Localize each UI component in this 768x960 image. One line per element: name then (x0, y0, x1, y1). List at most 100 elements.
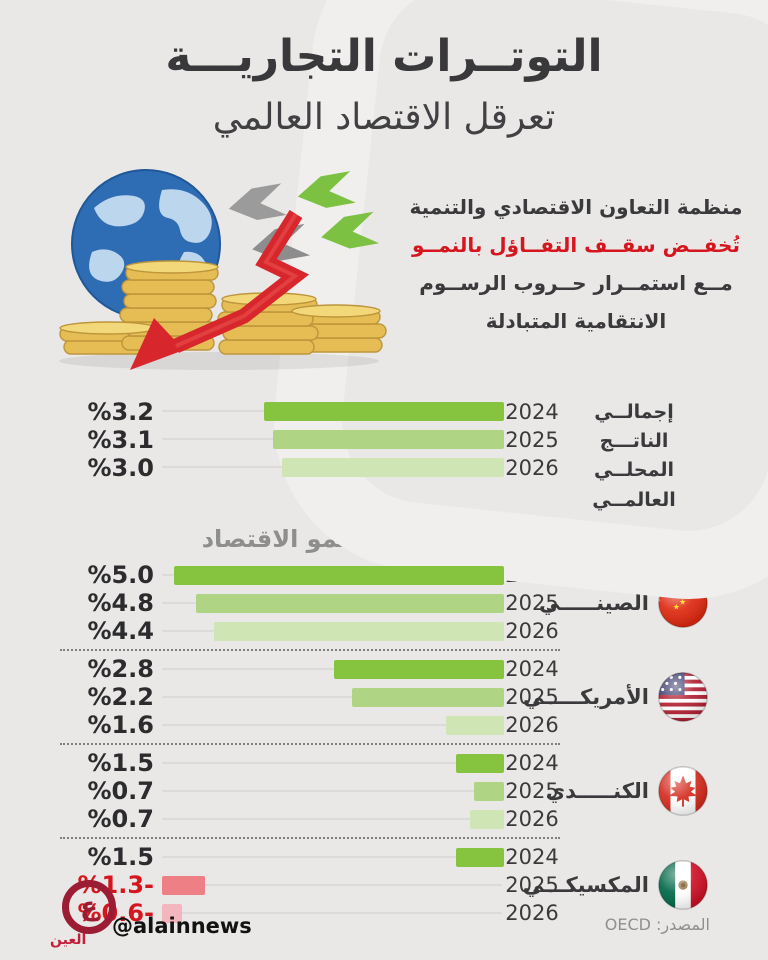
bar-row: 2025 %3.1 (60, 426, 560, 454)
chart-group: إجمالــي الناتـــج المحلــي العالمــي 202… (60, 398, 708, 516)
growth-bar (214, 621, 504, 641)
decline-chevron-icons (228, 170, 380, 261)
growth-section-heading: معدل نمو الاقتصاد (201, 525, 419, 554)
value-label: %3.1 (87, 425, 154, 454)
global-gdp-section: إجمالــي الناتـــج المحلــي العالمــي 202… (60, 398, 708, 516)
growth-bar (446, 715, 504, 735)
year-label: 2025 (505, 685, 559, 710)
mexico-flag-icon (658, 860, 708, 910)
value-label: %3.2 (87, 397, 154, 426)
page-title: التوتــرات التجاريـــة (165, 31, 603, 82)
coins-icon (59, 259, 387, 355)
growth-chart: إجمالــي الناتـــج المحلــي العالمــي 202… (0, 398, 768, 927)
growth-bar (273, 430, 504, 450)
group-side: الصينـــــي (539, 561, 708, 645)
bar-row: 2024 %1.5 (60, 749, 560, 777)
social-handle: @alainnews (112, 914, 252, 938)
year-label: 2026 (505, 807, 559, 832)
bar-row: 2024 %5.0 (60, 561, 560, 589)
group-side: الكنـــــدي (546, 749, 708, 833)
group-rows: 2024 %1.5 2025 %0.7 2026 %0.7 (60, 749, 560, 833)
intro-line-1: منظمة التعاون الاقتصادي والتنمية (409, 194, 743, 219)
growth-bar (264, 402, 504, 422)
year-label: 2025 (505, 427, 559, 452)
bar-row: 2025 %1.3- (60, 871, 560, 899)
country-label: الصينـــــي (538, 591, 649, 616)
bar-track (160, 781, 504, 801)
chart-group: الكنـــــدي 2024 %1.5 2025 %0.7 2026 %0.7 (60, 749, 708, 833)
bar-row: 2026 %1.6 (60, 711, 560, 739)
growth-bar (282, 458, 504, 478)
bar-track (160, 847, 504, 867)
bar-track (160, 593, 504, 613)
group-rows: 2024 %3.2 2025 %3.1 2026 %3.0 (60, 398, 560, 516)
value-label: %5.0 (87, 561, 154, 590)
growth-bar (162, 875, 205, 895)
bar-track (160, 430, 504, 450)
bar-track (160, 565, 504, 585)
bar-row: 2025 %4.8 (60, 589, 560, 617)
bar-row: 2024 %3.2 (60, 398, 560, 426)
year-label: 2024 (505, 845, 559, 870)
bar-track (160, 621, 504, 641)
year-label: 2026 (505, 713, 559, 738)
usa-flag-icon (658, 672, 708, 722)
value-label: %4.4 (87, 617, 154, 646)
dotted-separator (60, 837, 560, 840)
year-label: 2026 (505, 901, 559, 926)
bar-track (160, 875, 504, 895)
canada-flag-icon (658, 766, 708, 816)
alain-logo: ع العين (50, 880, 124, 948)
growth-bar (334, 659, 504, 679)
alain-logo-ring-icon: ع (62, 880, 116, 934)
shadow (59, 351, 379, 370)
value-label: %0.7 (87, 777, 154, 806)
year-label: 2025 (505, 873, 559, 898)
bar-track (160, 809, 504, 829)
bar-row: 2026 %0.7 (60, 805, 560, 833)
year-label: 2026 (505, 619, 559, 644)
bar-row: 2024 %2.8 (60, 655, 560, 683)
intro-line-4: الانتقامية المتبادلة (485, 308, 667, 333)
crash-arrow-icon (130, 209, 310, 370)
bar-row: 2026 %4.4 (60, 617, 560, 645)
country-label: الأمريكـــــي (522, 685, 649, 710)
alain-logo-name: العين (50, 932, 87, 948)
value-label: %2.8 (87, 655, 154, 684)
year-label: 2025 (505, 779, 559, 804)
bar-row: 2025 %2.2 (60, 683, 560, 711)
year-label: 2025 (505, 591, 559, 616)
intro-line-2-highlight: تُخفــض سقــف التفــاؤل بالنمــو (412, 232, 740, 257)
dotted-separator (60, 649, 560, 652)
growth-bar (352, 687, 504, 707)
bar-track (160, 753, 504, 773)
bar-row: 2025 %0.7 (60, 777, 560, 805)
country-sections: الصينـــــي 2024 %5.0 2025 %4.8 2026 %4.4 الأمر… (60, 561, 708, 927)
global-gdp-label: إجمالــي الناتـــج المحلــي العالمــي (592, 400, 676, 511)
chart-group: الصينـــــي 2024 %5.0 2025 %4.8 2026 %4.4 (60, 561, 708, 645)
hero-illustration (59, 168, 387, 370)
dotted-separator (60, 743, 560, 746)
header: التوتــرات التجاريـــة تعرقل الاقتصاد ال… (0, 0, 768, 137)
bar-track (160, 458, 504, 478)
group-rows: 2024 %2.8 2025 %2.2 2026 %1.6 (60, 655, 560, 739)
value-label: %3.0 (87, 453, 154, 482)
value-label: %1.5 (87, 843, 154, 872)
group-side: المكسيكـــي (523, 843, 708, 927)
bar-track (160, 715, 504, 735)
growth-bar (162, 903, 182, 923)
value-label: %0.7 (87, 805, 154, 834)
alain-logo-glyph: ع (80, 892, 98, 922)
growth-bar (456, 847, 504, 867)
intro-line-3: مــع استمــرار حــروب الرســوم (419, 270, 733, 295)
growth-bar (456, 753, 504, 773)
value-label: %4.8 (87, 589, 154, 618)
group-rows: 2024 %5.0 2025 %4.8 2026 %4.4 (60, 561, 560, 645)
year-label: 2024 (505, 399, 559, 424)
year-label: 2024 (505, 563, 559, 588)
chart-group: الأمريكـــــي 2024 %2.8 2025 %2.2 2026 %1.6 (60, 655, 708, 739)
growth-bar (470, 809, 504, 829)
growth-bar (196, 593, 504, 613)
growth-bar (174, 565, 504, 585)
